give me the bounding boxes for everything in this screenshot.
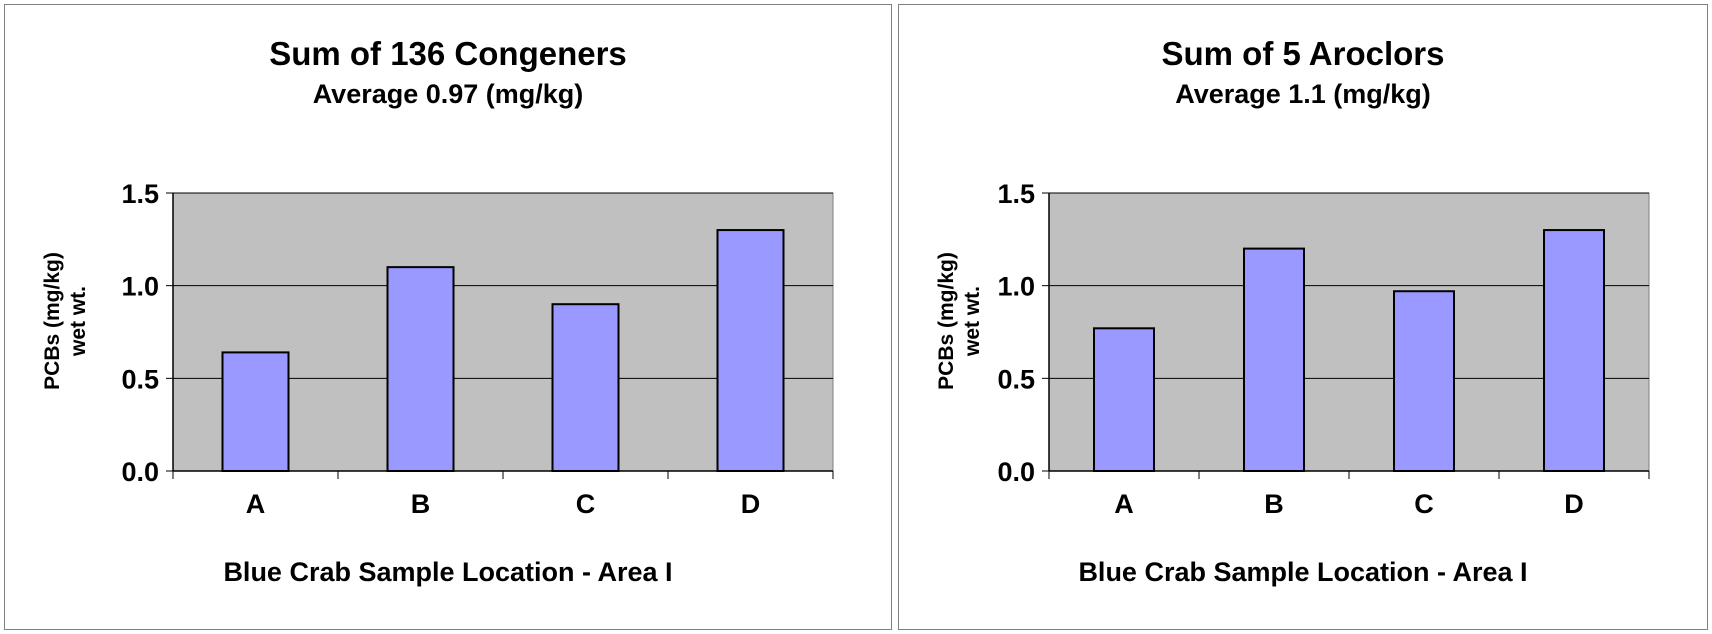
y-tick-label: 1.5 bbox=[121, 179, 159, 209]
y-tick-label: 0.0 bbox=[121, 457, 159, 487]
x-tick-label: A bbox=[246, 489, 266, 519]
x-tick-label: C bbox=[1414, 489, 1434, 519]
y-tick-label: 1.5 bbox=[997, 179, 1035, 209]
y-tick-label: 1.0 bbox=[997, 272, 1035, 302]
chart-title: Sum of 5 Aroclors bbox=[1161, 35, 1445, 72]
chart-title: Sum of 136 Congeners bbox=[269, 35, 627, 72]
y-tick-label: 0.0 bbox=[997, 457, 1035, 487]
x-tick-label: B bbox=[1264, 489, 1284, 519]
bar-chart-svg: 0.0 0.5 1.0 1.5 A B C D bbox=[997, 179, 1650, 519]
x-tick-label: D bbox=[741, 489, 761, 519]
y-tick-label: 0.5 bbox=[997, 364, 1035, 394]
x-axis-label: Blue Crab Sample Location - Area I bbox=[1078, 557, 1528, 587]
y-tick-label: 1.0 bbox=[121, 272, 159, 302]
bar-A bbox=[221, 351, 290, 472]
chart-title-block: Sum of 136 Congeners Average 0.97 (mg/kg… bbox=[5, 5, 891, 110]
chart-panel-congeners: Sum of 136 Congeners Average 0.97 (mg/kg… bbox=[4, 4, 892, 630]
bar-D bbox=[1543, 229, 1605, 472]
chart-subtitle: Average 1.1 (mg/kg) bbox=[1175, 79, 1431, 109]
x-tick-label: D bbox=[1564, 489, 1584, 519]
x-tick-label: A bbox=[1114, 489, 1134, 519]
x-tick-label: C bbox=[576, 489, 596, 519]
bar-B bbox=[386, 266, 455, 472]
y-tick-label: 0.5 bbox=[121, 364, 159, 394]
x-axis-label: Blue Crab Sample Location - Area I bbox=[223, 557, 673, 587]
bar-A bbox=[1093, 327, 1155, 472]
x-tick-label: B bbox=[411, 489, 431, 519]
bar-B bbox=[1243, 247, 1305, 472]
chart-subtitle: Average 0.97 (mg/kg) bbox=[312, 79, 584, 109]
chart-panel-aroclors: Sum of 5 Aroclors Average 1.1 (mg/kg) PC… bbox=[898, 4, 1708, 630]
bar-C bbox=[1393, 290, 1455, 472]
bar-C bbox=[551, 303, 620, 473]
chart-title-block: Sum of 5 Aroclors Average 1.1 (mg/kg) bbox=[899, 5, 1707, 110]
bar-D bbox=[716, 229, 785, 472]
bar-chart-svg: 0.0 0.5 1.0 1.5 A B C D bbox=[121, 179, 834, 519]
